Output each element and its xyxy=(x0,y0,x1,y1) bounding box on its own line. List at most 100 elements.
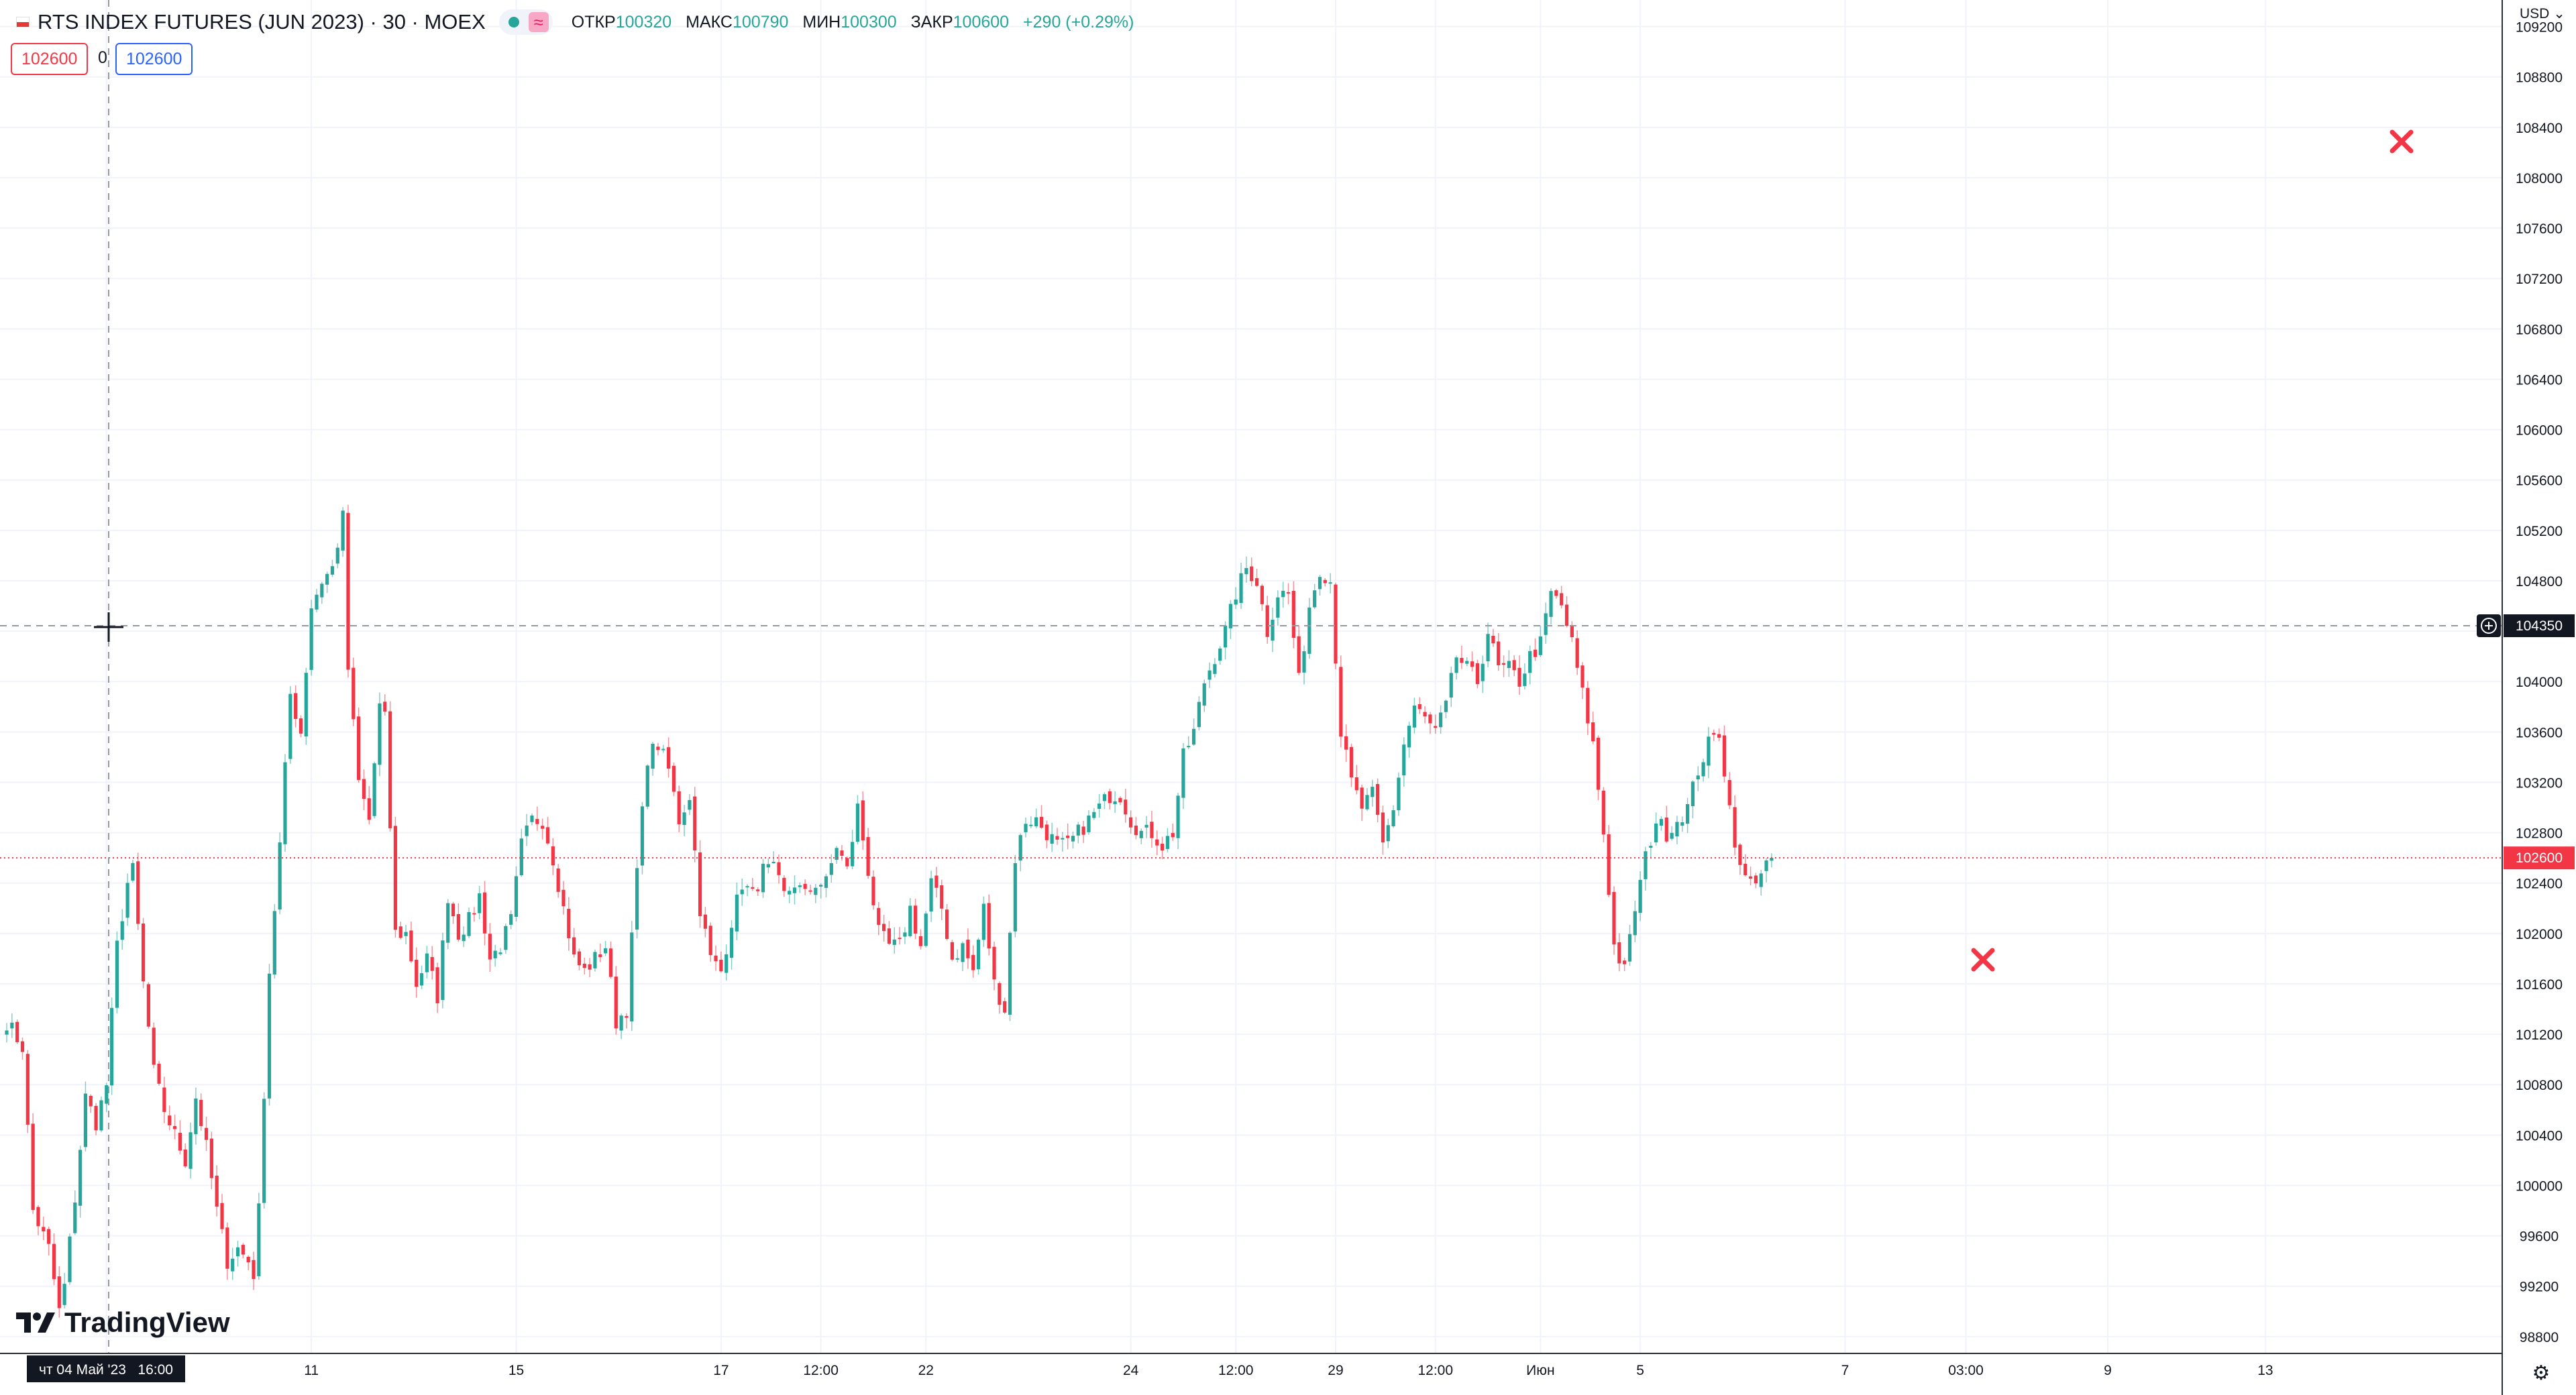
candle xyxy=(866,828,870,879)
candle xyxy=(1191,718,1196,746)
close-marker-icon[interactable] xyxy=(1971,948,1995,972)
candle xyxy=(1118,796,1122,805)
spread-value: 0 xyxy=(98,48,107,67)
candle xyxy=(1097,793,1102,818)
time-axis-bg[interactable] xyxy=(0,1353,2502,1395)
candle xyxy=(1517,655,1521,695)
symbol-title[interactable]: RTS INDEX FUTURES (JUN 2023) · 30 · MOEX xyxy=(38,10,486,34)
candle xyxy=(262,1092,266,1209)
time-tick-label: Июн xyxy=(1526,1363,1554,1378)
tradingview-logo[interactable]: TradingView xyxy=(16,1306,230,1339)
candle xyxy=(1381,805,1385,855)
candle xyxy=(1465,657,1469,667)
candle xyxy=(788,886,792,903)
high-label: МАКС xyxy=(686,12,733,32)
candle xyxy=(1071,831,1075,849)
settings-gear-icon[interactable]: ⚙ xyxy=(2532,1362,2551,1384)
time-tick-label: 15 xyxy=(508,1363,524,1378)
time-tick-label: 13 xyxy=(2257,1363,2273,1378)
price-tick-label: 101200 xyxy=(2516,1027,2563,1043)
candle xyxy=(252,1251,256,1290)
add-alert-icon[interactable] xyxy=(2477,614,2501,637)
candle xyxy=(294,685,298,728)
candle xyxy=(1360,784,1364,822)
candle xyxy=(1386,818,1390,848)
candle xyxy=(1644,846,1648,891)
candle xyxy=(1034,808,1038,829)
candle xyxy=(404,924,408,945)
candle xyxy=(992,942,996,991)
time-tick-label: 22 xyxy=(918,1363,934,1378)
candle xyxy=(267,964,272,1106)
candle xyxy=(325,571,329,594)
close-label: ЗАКР xyxy=(910,12,953,32)
candle xyxy=(1055,828,1059,845)
candle xyxy=(1417,697,1421,714)
candle xyxy=(724,944,729,981)
crosshair-time-label: чт 04 Май '23 16:00 xyxy=(27,1355,185,1382)
candle xyxy=(1024,817,1028,838)
price-tick-label: 105200 xyxy=(2516,524,2563,539)
candle xyxy=(971,945,975,978)
candle xyxy=(288,686,292,764)
candle xyxy=(330,559,335,577)
candle xyxy=(1423,706,1427,724)
candle xyxy=(99,1096,103,1133)
candle xyxy=(488,923,492,972)
candle xyxy=(415,947,419,998)
candle xyxy=(1748,867,1753,886)
candle xyxy=(525,814,529,846)
candle xyxy=(178,1120,182,1154)
candle xyxy=(645,764,649,810)
candle xyxy=(1202,679,1206,712)
candle xyxy=(1544,602,1548,644)
time-tick-label: 5 xyxy=(1636,1363,1644,1378)
candle xyxy=(561,881,566,915)
candle xyxy=(1701,759,1705,782)
candle xyxy=(708,922,712,962)
price-tick-label: 106400 xyxy=(2516,372,2563,388)
candle xyxy=(1260,583,1264,611)
candle xyxy=(625,1013,629,1029)
candle xyxy=(1727,772,1731,810)
candle xyxy=(215,1165,219,1217)
candle xyxy=(1302,645,1306,685)
candle xyxy=(1712,729,1716,741)
candle xyxy=(435,962,439,1013)
price-axis-bg[interactable] xyxy=(2502,0,2576,1395)
candle xyxy=(1707,727,1711,779)
candle xyxy=(1717,728,1721,742)
currency-selector[interactable]: USD ⌄ xyxy=(2520,5,2565,22)
market-status-pill[interactable]: ≈ xyxy=(498,9,553,35)
candle xyxy=(304,667,308,745)
candle xyxy=(1586,681,1590,736)
candle xyxy=(398,922,402,940)
candle xyxy=(78,1146,83,1218)
approx-data-icon[interactable]: ≈ xyxy=(528,12,549,32)
candle xyxy=(1061,832,1065,852)
candle xyxy=(146,982,151,1029)
price-tick-label: 108400 xyxy=(2516,121,2563,136)
candle xyxy=(1276,590,1280,626)
candle xyxy=(535,806,539,831)
candle xyxy=(1171,823,1175,841)
price-tick-label: 100000 xyxy=(2516,1178,2563,1194)
candle xyxy=(162,1076,166,1123)
candle xyxy=(824,873,828,898)
price-tick-label: 98800 xyxy=(2520,1330,2559,1345)
sell-price-button[interactable]: 102600 xyxy=(11,43,89,75)
market-open-icon xyxy=(508,17,519,27)
candle xyxy=(1092,807,1096,820)
russia-flag-icon xyxy=(16,17,30,27)
candle xyxy=(541,818,545,840)
candle xyxy=(1733,795,1737,856)
close-marker-icon[interactable] xyxy=(2390,129,2414,154)
candle xyxy=(89,1094,93,1113)
buy-price-button[interactable]: 102600 xyxy=(115,43,193,75)
candle xyxy=(352,657,356,726)
time-tick-label: 12:00 xyxy=(1417,1363,1453,1378)
candle xyxy=(835,846,839,864)
candle xyxy=(20,1037,25,1060)
candle xyxy=(1039,805,1044,830)
